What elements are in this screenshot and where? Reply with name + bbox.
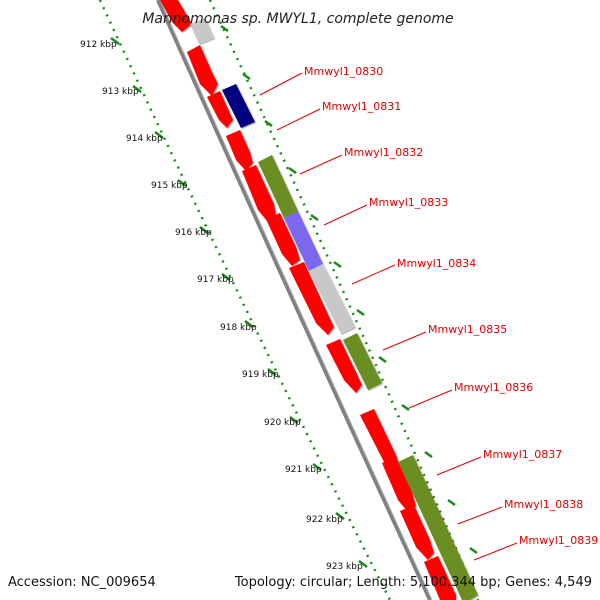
gene-callout-line (382, 331, 427, 351)
gene-label[interactable]: Mmwyl1_0830 (304, 65, 383, 78)
outer-tick (220, 24, 229, 33)
gene-arrow[interactable] (207, 91, 233, 128)
kbp-label: 914 kbp (126, 134, 163, 144)
outer-tick (356, 308, 365, 317)
accession-text: Accession: NC_009654 (8, 575, 156, 590)
gene-label[interactable]: Mmwyl1_0838 (504, 498, 583, 511)
kbp-tick (358, 560, 368, 568)
kbp-label: 922 kbp (306, 515, 343, 525)
outer-tick (333, 260, 342, 269)
outer-tick (378, 355, 387, 364)
outer-tick (288, 166, 297, 175)
gene-label[interactable]: Mmwyl1_0835 (428, 323, 507, 336)
gene-arrow[interactable] (242, 165, 276, 222)
kbp-label: 920 kbp (264, 418, 301, 428)
kbp-tick (177, 179, 187, 187)
gene-label[interactable]: Mmwyl1_0837 (483, 448, 562, 461)
gene-callout-line (457, 506, 503, 525)
gene-callout-line (259, 72, 303, 96)
kbp-label: 921 kbp (285, 465, 322, 475)
gene-arrow[interactable] (187, 45, 218, 96)
kbp-tick-group (110, 37, 368, 568)
kbp-label: 918 kbp (220, 323, 257, 333)
backbone-highlight (159, 0, 433, 600)
kbp-tick (199, 226, 209, 234)
gene-arrow[interactable] (326, 339, 362, 393)
gene-arrow[interactable] (289, 262, 334, 335)
genome-backbone (156, 0, 432, 600)
genome-summary-text: Topology: circular; Length: 5,100,344 bp… (234, 575, 592, 590)
gene-callout-line (299, 154, 343, 175)
kbp-tick (154, 131, 164, 139)
gene-arrow[interactable] (424, 556, 456, 600)
cds-block-gray[interactable] (190, 18, 214, 44)
gene-label[interactable]: Mmwyl1_0834 (397, 257, 476, 270)
gene-callout-line (276, 108, 321, 131)
outer-tick-group (220, 24, 478, 555)
outer-tick (310, 213, 319, 222)
kbp-tick (221, 273, 231, 281)
gene-callout-lines (259, 72, 518, 561)
kbp-tick (335, 512, 345, 520)
gene-label[interactable]: Mmwyl1_0831 (322, 100, 401, 113)
kbp-label: 917 kbp (197, 275, 234, 285)
outer-tick (264, 119, 273, 128)
gene-callout-line (436, 456, 482, 476)
kbp-label: 923 kbp (326, 562, 363, 572)
cds-block-gray[interactable] (309, 264, 355, 334)
cds-block-group (190, 18, 478, 600)
kbp-tick (289, 416, 299, 424)
cds-block-olive[interactable] (443, 552, 478, 600)
kbp-label: 913 kbp (102, 87, 139, 97)
gene-arrow[interactable] (160, 0, 192, 32)
cds-block-purple[interactable] (284, 211, 323, 271)
gene-arrow[interactable] (400, 505, 434, 560)
gene-arrow[interactable] (382, 457, 416, 512)
gene-arrow[interactable] (226, 130, 253, 171)
outer-tick (424, 450, 433, 459)
kbp-label: 916 kbp (175, 228, 212, 238)
gene-label[interactable]: Mmwyl1_0836 (454, 381, 533, 394)
kbp-tick (132, 85, 142, 93)
kbp-label: 915 kbp (151, 181, 188, 191)
forward-gene-arrows (160, 0, 456, 600)
kbp-tick (312, 463, 322, 471)
gene-arrow[interactable] (360, 409, 400, 474)
gene-label[interactable]: Mmwyl1_0833 (369, 196, 448, 209)
gene-callout-line (351, 264, 396, 285)
cds-block-olive[interactable] (258, 155, 298, 218)
gene-callout-line (408, 389, 453, 409)
gene-callout-line (323, 204, 368, 226)
cds-block-olive[interactable] (343, 333, 382, 390)
kbp-tick (267, 368, 277, 376)
outer-tick (447, 498, 456, 507)
outer-tick (242, 72, 251, 81)
gene-label-group: Mmwyl1_0830 Mmwyl1_0831 Mmwyl1_0832 Mmwy… (304, 65, 598, 547)
outer-tick (401, 403, 410, 412)
kbp-label-group: 912 kbp 913 kbp 914 kbp 915 kbp 916 kbp … (80, 40, 363, 572)
kbp-tick (110, 37, 120, 45)
map-title: Marinomonas sp. MWYL1, complete genome (142, 11, 453, 27)
kbp-label: 912 kbp (80, 40, 117, 50)
cds-block-olive[interactable] (398, 455, 435, 509)
kbp-tick (244, 320, 254, 328)
outer-dotted-track (208, 0, 480, 600)
cds-block-olive[interactable] (420, 502, 458, 559)
cds-block-navy[interactable] (222, 84, 255, 128)
gene-callout-line (473, 542, 518, 561)
kbp-label: 919 kbp (242, 370, 279, 380)
outer-tick (469, 546, 478, 555)
gene-arrow[interactable] (266, 213, 300, 266)
gene-label[interactable]: Mmwyl1_0839 (519, 534, 598, 547)
gene-label[interactable]: Mmwyl1_0832 (344, 146, 423, 159)
